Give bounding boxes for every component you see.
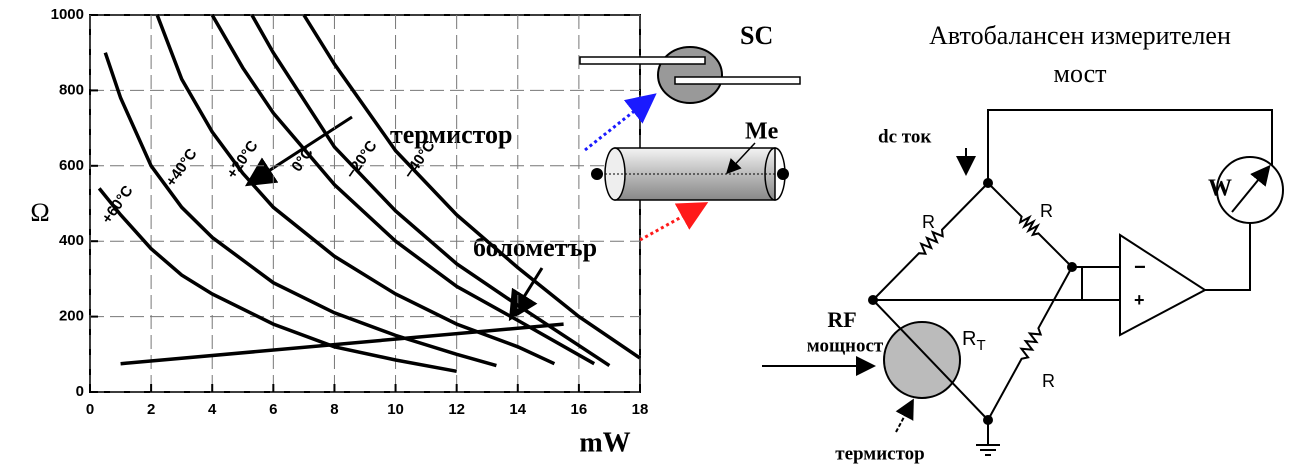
op-amp	[1120, 235, 1205, 335]
wire	[1205, 223, 1250, 290]
x-tick-label: 0	[86, 401, 94, 418]
x-tick-label: 14	[509, 401, 526, 418]
x-tick-label: 16	[571, 401, 588, 418]
x-tick-label: 6	[269, 401, 277, 418]
x-tick-label: 10	[387, 401, 404, 418]
x-tick-label: 4	[208, 401, 217, 418]
y-axis-label: Ω	[30, 198, 49, 227]
rt-label: R	[962, 328, 976, 350]
y-tick-label: 400	[59, 232, 84, 249]
node	[983, 415, 993, 425]
series-label: +60°C	[98, 182, 136, 227]
curve	[304, 15, 640, 358]
x-tick-label: 18	[632, 401, 649, 418]
y-tick-label: 200	[59, 308, 84, 325]
sc-lead	[675, 77, 800, 84]
sc-lead	[580, 57, 705, 64]
resistor	[988, 183, 1072, 267]
curve	[212, 15, 594, 364]
dc-label: dc ток	[878, 126, 931, 147]
x-tick-label: 12	[448, 401, 465, 418]
resistor	[873, 183, 988, 300]
plot-frame	[90, 15, 640, 392]
terminal	[777, 168, 789, 180]
node	[1067, 262, 1077, 272]
sc-label: SC	[740, 21, 773, 50]
arrow	[896, 402, 912, 432]
y-tick-label: 1000	[51, 6, 84, 23]
me-label: Me	[745, 119, 779, 145]
resistor-label: R	[1040, 201, 1053, 221]
arrow	[640, 205, 703, 240]
rt-label: RT	[962, 328, 986, 354]
annotation: термистор	[390, 120, 513, 149]
y-tick-label: 800	[59, 81, 84, 98]
thermistor	[884, 322, 960, 398]
meter-label: W	[1208, 176, 1232, 202]
series-label: 0°C	[288, 144, 316, 175]
curve	[121, 324, 564, 364]
plus: +	[1134, 290, 1145, 310]
curve	[157, 15, 554, 364]
rf-label: мощност	[807, 335, 884, 356]
node	[868, 295, 878, 305]
title: Автобалансен измерителен	[929, 21, 1231, 50]
minus: −	[1134, 256, 1146, 278]
thermistor-label: термистор	[835, 443, 925, 464]
page: mW Ω термистор болометър 020040060080010…	[0, 0, 1297, 468]
node	[983, 178, 993, 188]
arrow	[585, 97, 652, 150]
curve	[105, 53, 496, 366]
series-label: +40°C	[162, 145, 200, 190]
terminal	[591, 168, 603, 180]
sensors: SC Me	[580, 21, 800, 240]
y-tick-label: 0	[76, 383, 84, 400]
title: мост	[1053, 59, 1106, 88]
resistor	[988, 267, 1072, 420]
sc-body	[658, 47, 722, 103]
figure: mW Ω термистор болометър 020040060080010…	[0, 0, 1297, 468]
chart: mW Ω термистор болометър 020040060080010…	[30, 6, 648, 458]
bridge: Автобалансен измерителен мост W − + RT d…	[762, 21, 1283, 464]
resistor-label: R	[922, 212, 935, 232]
y-tick-label: 600	[59, 157, 84, 174]
rf-label: RF	[827, 307, 856, 332]
resistor-label: R	[1042, 371, 1055, 391]
x-tick-label: 8	[330, 401, 338, 418]
rt-sub: T	[976, 337, 985, 354]
x-tick-label: 2	[147, 401, 155, 418]
x-axis-label: mW	[579, 427, 630, 458]
